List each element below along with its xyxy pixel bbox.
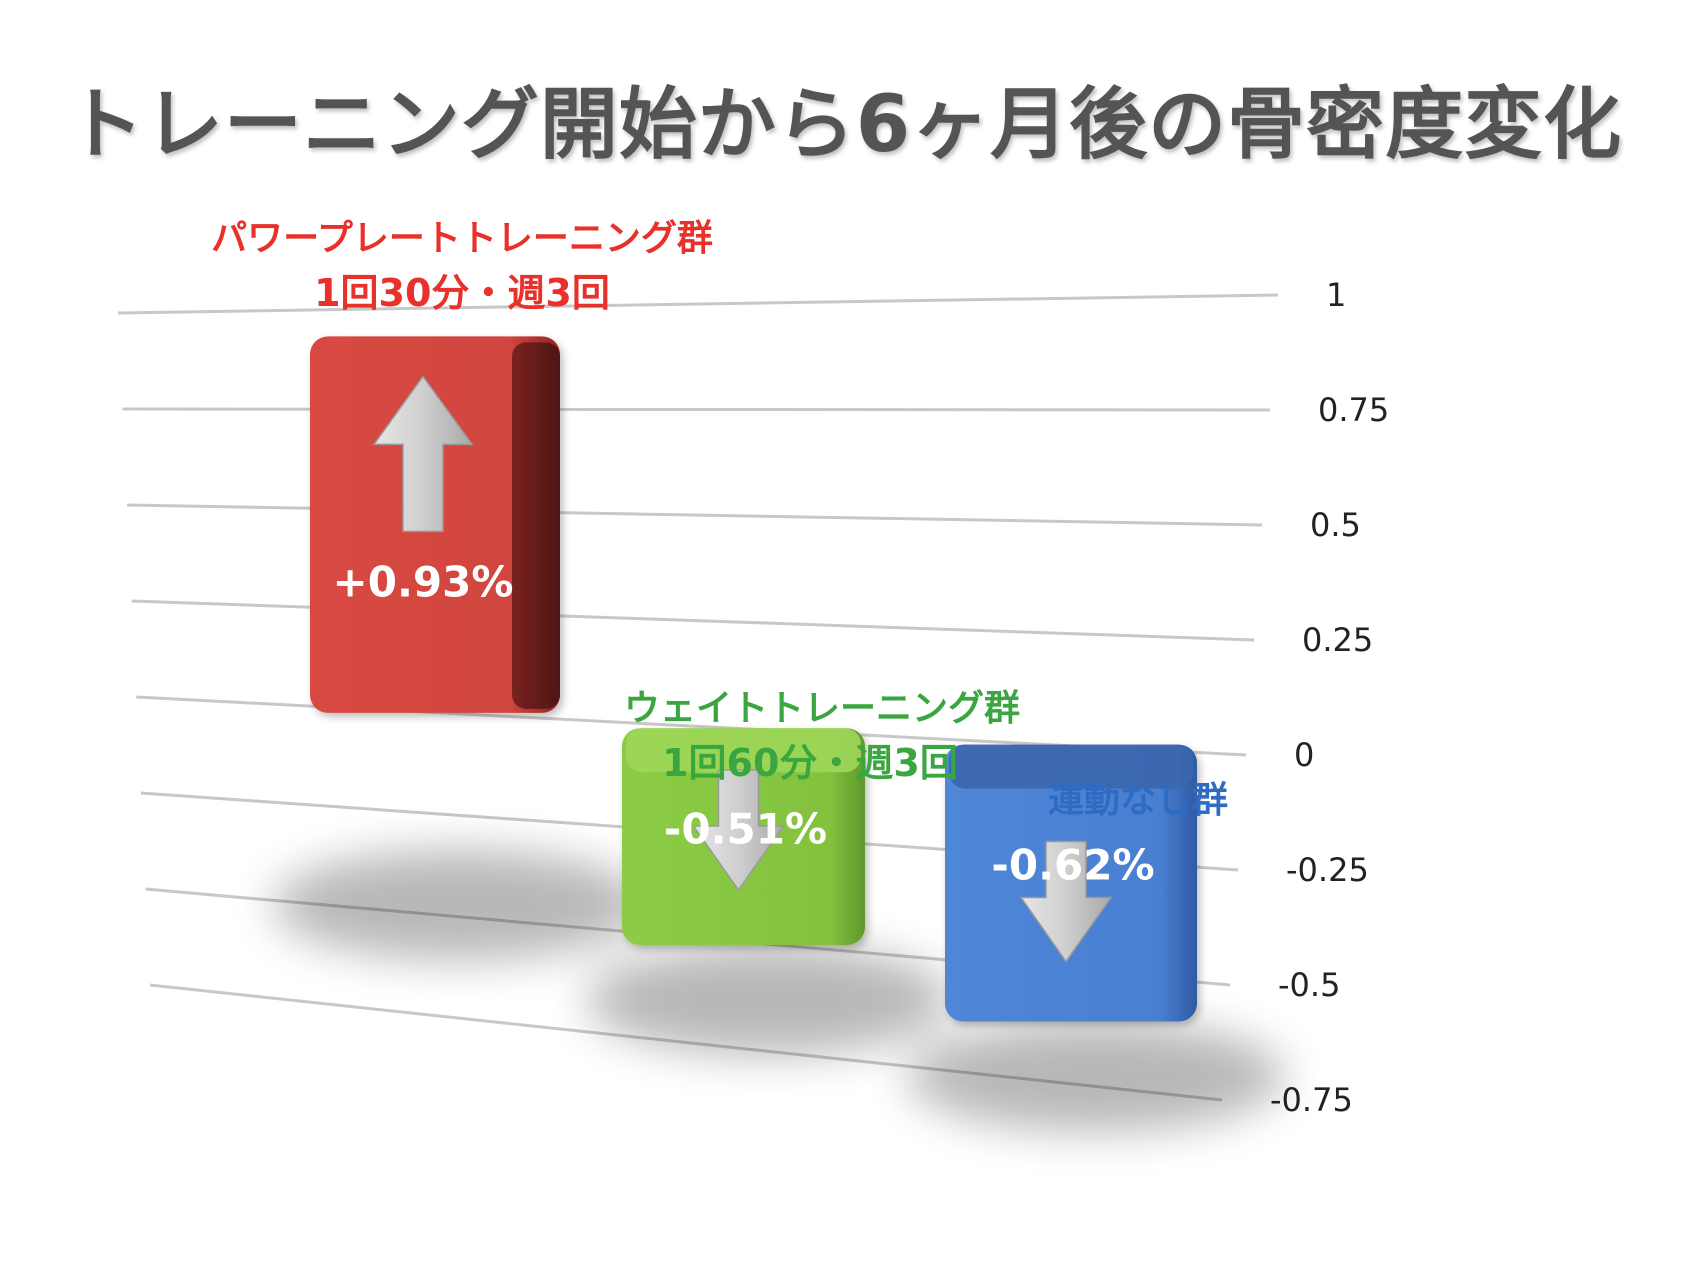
y-tick-label: 0.5 (1310, 506, 1361, 544)
category-label: 運動なし群 (1048, 780, 1228, 821)
y-tick-label: 0.75 (1318, 391, 1389, 429)
category-label: ウェイトトレーニング群 (624, 688, 1020, 729)
bar (310, 336, 560, 713)
bar-shadow (907, 1021, 1285, 1132)
bar-top-face (626, 728, 861, 773)
bar-shadow (272, 850, 648, 960)
arrow-down-icon (1019, 840, 1113, 963)
chart-title: トレーニング開始から6ヶ月後の骨密度変化 (65, 80, 1623, 170)
y-tick-label: -0.25 (1286, 851, 1369, 889)
gridline (127, 503, 1263, 527)
data-label: -0.62% (991, 841, 1154, 890)
arrow-up-icon (372, 375, 474, 533)
bar-top-face (949, 744, 1193, 789)
data-label: -0.51% (664, 804, 827, 853)
y-tick-label: -0.75 (1270, 1081, 1353, 1119)
category-sublabel: 1回30分・週3回 (314, 271, 610, 315)
y-tick-label: -0.5 (1278, 966, 1340, 1004)
gridline (117, 293, 1279, 315)
bar (622, 728, 865, 946)
gridline (122, 407, 1271, 412)
y-tick-label: 0.25 (1302, 621, 1373, 659)
category-sublabel: 1回60分・週3回 (662, 741, 958, 785)
data-label: +0.93% (333, 557, 514, 606)
arrow-down-icon (692, 769, 785, 892)
gridline (131, 599, 1255, 642)
category-label: パワープレートトレーニング群 (211, 218, 713, 259)
bar (945, 744, 1197, 1022)
bar-shadow (586, 945, 951, 1056)
y-tick-label: 1 (1326, 276, 1346, 314)
bar-side (512, 342, 560, 709)
y-tick-label: 0 (1294, 736, 1314, 774)
